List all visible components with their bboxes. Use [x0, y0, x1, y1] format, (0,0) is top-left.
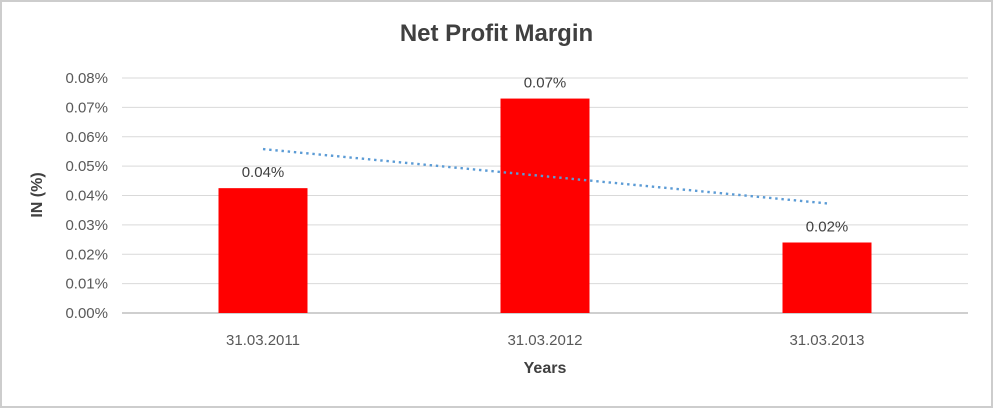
x-category-label: 31.03.2011: [226, 332, 300, 349]
bar-data-label: 0.07%: [524, 75, 567, 92]
bar-data-label: 0.04%: [242, 164, 285, 181]
bar: [218, 188, 308, 313]
chart-title: Net Profit Margin: [399, 20, 594, 47]
y-tick-label: 0.02%: [65, 246, 108, 263]
y-tick-label: 0.04%: [65, 188, 108, 205]
bar: [782, 242, 872, 313]
x-axis-title: Years: [523, 360, 567, 377]
y-tick-label: 0.03%: [65, 217, 108, 234]
y-tick-label: 0.06%: [65, 129, 108, 146]
y-tick-label: 0.05%: [65, 158, 108, 175]
bar: [500, 98, 590, 313]
y-tick-label: 0.00%: [65, 305, 108, 322]
y-tick-label: 0.08%: [65, 70, 108, 87]
x-category-label: 31.03.2012: [507, 332, 582, 349]
trendline: [262, 147, 828, 205]
y-tick-label: 0.07%: [65, 99, 108, 116]
bar-data-label: 0.02%: [806, 219, 849, 236]
x-category-label: 31.03.2013: [789, 332, 864, 349]
y-tick-label: 0.01%: [65, 276, 108, 293]
